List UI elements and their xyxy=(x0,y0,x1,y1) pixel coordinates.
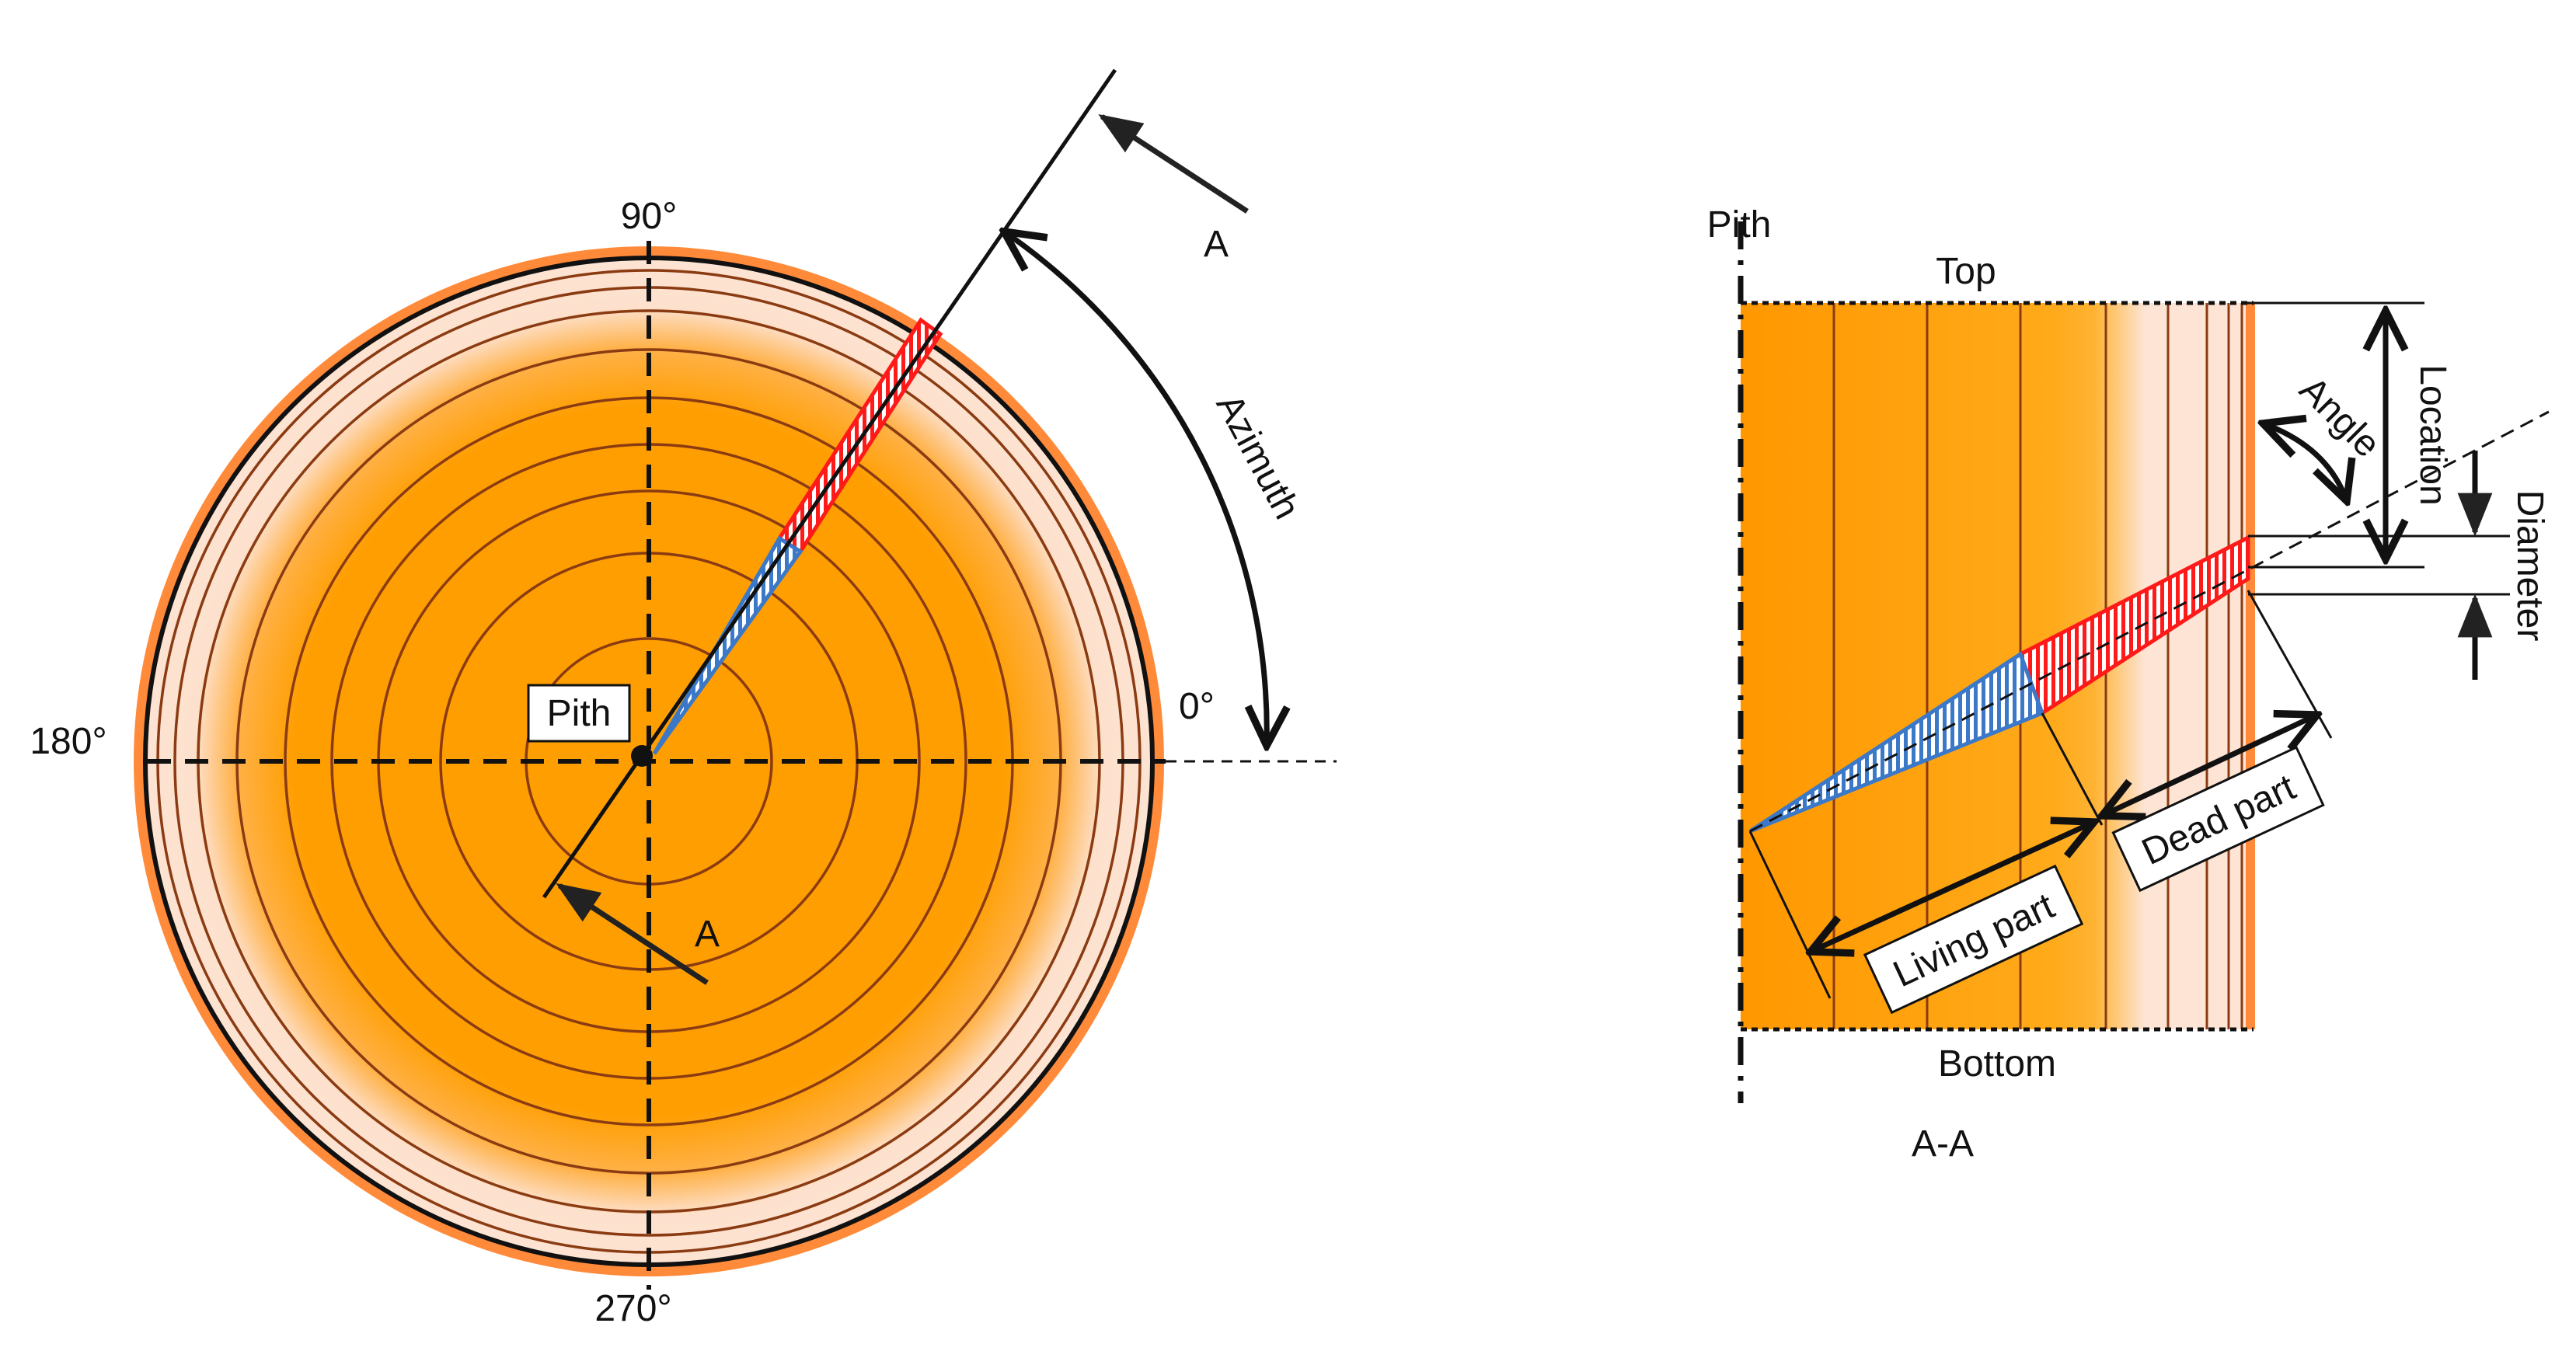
bark-strip xyxy=(2246,303,2255,1029)
living-ext-end xyxy=(2041,712,2104,826)
pith-label-long: Pith xyxy=(1707,204,1772,245)
bottom-label: Bottom xyxy=(1938,1043,2056,1085)
pith-point xyxy=(631,745,653,767)
living-ext-start xyxy=(1748,830,1832,999)
angle-label: Angle xyxy=(2292,369,2388,465)
cross-section: Pith 90° 180° 0° 270° A A Azimuth xyxy=(30,68,1337,1329)
azimuth-arc xyxy=(1004,232,1267,746)
pith-label: Pith xyxy=(547,693,612,734)
location-label: Location xyxy=(2412,364,2453,505)
section-arrow-bottom xyxy=(556,883,709,985)
pith-label-box xyxy=(527,684,631,743)
living-part-arrow xyxy=(1811,822,2094,952)
angle-0-label: 0° xyxy=(1179,686,1215,727)
core-axis-long xyxy=(1749,410,2550,833)
section-caption: A-A xyxy=(1912,1123,1974,1165)
top-label: Top xyxy=(1936,251,1996,292)
angle-arc xyxy=(2263,423,2347,501)
section-marker-bottom: A xyxy=(695,914,720,955)
section-arrow-top xyxy=(1098,113,1249,214)
dead-part-arrow xyxy=(2102,715,2317,816)
dead-ext-end xyxy=(2247,590,2333,739)
section-marker-top: A xyxy=(1204,224,1229,265)
angle-180-label: 180° xyxy=(30,721,106,762)
angle-270-label: 270° xyxy=(594,1288,671,1329)
longitudinal-section: Location Angle Diameter Living part Dead… xyxy=(1707,204,2550,1165)
angle-90-label: 90° xyxy=(621,196,678,237)
diameter-label: Diameter xyxy=(2509,490,2550,642)
